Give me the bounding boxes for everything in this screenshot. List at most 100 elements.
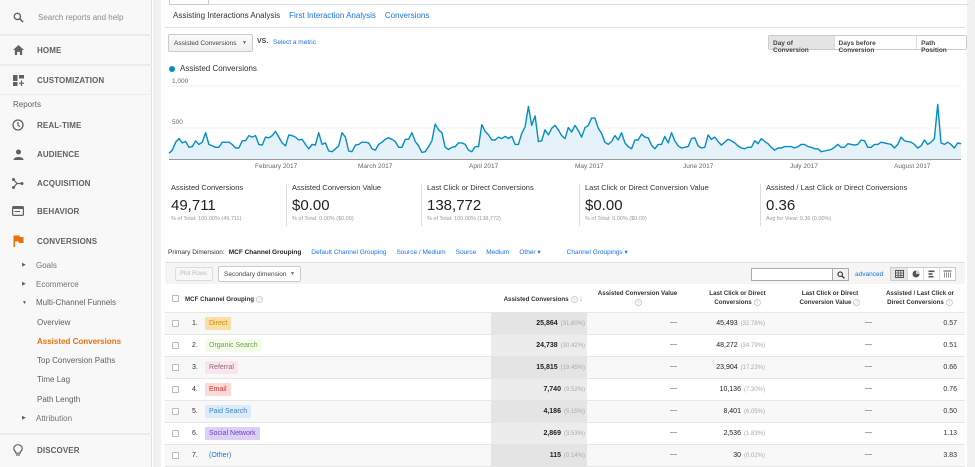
collapse-triangle-icon[interactable]: ▼ bbox=[22, 300, 27, 306]
channel-link[interactable]: Paid Search bbox=[205, 405, 252, 418]
sidebar-item-top-conversion-paths[interactable]: Top Conversion Paths bbox=[37, 356, 116, 365]
channel-link[interactable]: Direct bbox=[205, 317, 232, 330]
channel-link[interactable]: Email bbox=[205, 383, 231, 396]
table-row[interactable]: 5. Paid Search 4,186 (5.15%) — 8,401 (6.05… bbox=[165, 401, 965, 423]
header-assisted-conversions[interactable]: Assisted Conversions? ↓ bbox=[495, 295, 591, 304]
tab-conversions[interactable]: Conversions bbox=[384, 11, 430, 20]
metric-dropdown[interactable]: Assisted Conversions ▼ bbox=[168, 34, 253, 52]
bar-view-button[interactable] bbox=[923, 268, 939, 280]
main-content: Assisting Interactions Analysis First In… bbox=[153, 0, 975, 467]
table-header: MCF Channel Grouping? Assisted Conversio… bbox=[165, 285, 965, 313]
channel-link[interactable]: Referral bbox=[205, 361, 238, 374]
table-search-input[interactable] bbox=[751, 268, 833, 281]
sidebar-item-multi-channel-funnels[interactable]: Multi-Channel Funnels bbox=[36, 298, 117, 307]
sidebar-item-path-length[interactable]: Path Length bbox=[37, 395, 81, 404]
dimension-source[interactable]: Source bbox=[455, 248, 477, 256]
expand-triangle-icon[interactable]: ▶ bbox=[22, 415, 26, 421]
sidebar-item-home[interactable]: HOME bbox=[0, 43, 152, 57]
sidebar-item-overview[interactable]: Overview bbox=[37, 318, 71, 327]
secondary-dimension-dropdown[interactable]: Secondary dimension ▼ bbox=[218, 266, 301, 282]
sidebar-item-attribution[interactable]: Attribution bbox=[36, 414, 73, 423]
lightbulb-icon bbox=[11, 443, 25, 457]
row-checkbox[interactable] bbox=[172, 342, 179, 349]
help-icon[interactable]: ? bbox=[753, 298, 761, 306]
scorecard-ratio[interactable]: Assisted / Last Click or Direct Conversi… bbox=[760, 180, 907, 228]
scorecard-assisted-conversions[interactable]: Assisted Conversions 49,711 % of Total: … bbox=[171, 180, 243, 228]
search-reports-input[interactable]: Search reports and help bbox=[38, 12, 124, 22]
help-icon[interactable]: ? bbox=[853, 298, 861, 306]
row-checkbox[interactable] bbox=[172, 386, 179, 393]
divider bbox=[579, 184, 580, 226]
sidebar-item-audience[interactable]: AUDIENCE bbox=[0, 147, 152, 161]
view-type-toggle: Day of Conversion Days before Conversion… bbox=[768, 35, 967, 54]
sidebar-item-ecommerce[interactable]: Ecommerce bbox=[36, 280, 79, 289]
table-row[interactable]: 2. Organic Search 24,738 (30.42%) — 48,27… bbox=[165, 335, 965, 357]
scorecard-last-click-conversions[interactable]: Last Click or Direct Conversions 138,772… bbox=[421, 180, 534, 228]
help-icon[interactable]: ? bbox=[256, 295, 264, 303]
scorecard-assisted-value[interactable]: Assisted Conversion Value $0.00 % of Tot… bbox=[286, 180, 381, 228]
dimension-default-channel-grouping[interactable]: Default Channel Grouping bbox=[311, 248, 387, 256]
pie-view-button[interactable] bbox=[907, 268, 923, 280]
last-click-conversions-cell: 30 (0.02%) bbox=[733, 452, 765, 459]
table-view-button[interactable] bbox=[891, 268, 907, 280]
scorecard-last-click-value[interactable]: Last Click or Direct Conversion Value $0… bbox=[579, 180, 709, 228]
scorecard-subtext: Avg for View: 0.36 (0.00%) bbox=[766, 216, 832, 222]
sidebar-item-discover[interactable]: DISCOVER bbox=[0, 443, 152, 457]
row-checkbox[interactable] bbox=[172, 364, 179, 371]
channel-link[interactable]: Organic Search bbox=[205, 339, 262, 352]
dimension-other-dropdown[interactable]: Other ▾ bbox=[519, 249, 541, 256]
header-mcf-channel-grouping[interactable]: MCF Channel Grouping? bbox=[185, 295, 264, 304]
sidebar-item-realtime[interactable]: REAL-TIME bbox=[0, 118, 152, 132]
row-checkbox[interactable] bbox=[172, 452, 179, 459]
help-icon[interactable]: ? bbox=[570, 295, 578, 303]
sidebar-item-acquisition[interactable]: ACQUISITION bbox=[0, 176, 152, 190]
plot-rows-button[interactable]: Plot Rows bbox=[175, 267, 213, 281]
expand-triangle-icon[interactable]: ▶ bbox=[22, 262, 26, 268]
scorecard-subtext: % of Total: 100.00% (138,772) bbox=[427, 216, 501, 222]
sidebar-item-assisted-conversions[interactable]: Assisted Conversions bbox=[37, 337, 122, 346]
table-row[interactable]: 6. Social Network 2,869 (3.53%) — 2,536 (1… bbox=[165, 423, 965, 445]
row-checkbox[interactable] bbox=[172, 430, 179, 437]
advanced-filter-link[interactable]: advanced bbox=[855, 271, 884, 278]
table-search-button[interactable] bbox=[833, 268, 849, 281]
sidebar-item-customization[interactable]: CUSTOMIZATION bbox=[0, 73, 152, 87]
scorecard-subtext: % of Total: 0.00% ($0.00) bbox=[292, 216, 354, 222]
sidebar-item-behavior[interactable]: BEHAVIOR bbox=[0, 204, 152, 218]
comparison-view-button[interactable] bbox=[939, 268, 955, 280]
sidebar-item-goals[interactable]: Goals bbox=[36, 261, 57, 270]
row-checkbox[interactable] bbox=[172, 320, 179, 327]
channel-link[interactable]: Social Network bbox=[205, 427, 260, 440]
legend-label: Assisted Conversions bbox=[180, 64, 257, 73]
select-all-checkbox[interactable] bbox=[172, 295, 179, 302]
ratio-cell: 1.13 bbox=[943, 430, 957, 437]
channel-groupings-dropdown[interactable]: Channel Groupings ▾ bbox=[566, 249, 628, 256]
expand-triangle-icon[interactable]: ▶ bbox=[22, 281, 26, 287]
line-chart[interactable]: 1,000 500 February 2017 March 2017 April… bbox=[161, 74, 967, 174]
sidebar-item-time-lag[interactable]: Time Lag bbox=[37, 375, 71, 384]
search-reports[interactable]: Search reports and help bbox=[0, 10, 152, 24]
channel-link[interactable]: (Other) bbox=[209, 452, 232, 459]
help-icon[interactable]: ? bbox=[635, 298, 642, 306]
tab-first-interaction[interactable]: First Interaction Analysis bbox=[289, 11, 376, 20]
header-ratio[interactable]: Assisted / Last Click or Direct Conversio… bbox=[877, 289, 963, 307]
table-row[interactable]: 1. Direct 25,864 (31.80%) — 45,493 (32.78%… bbox=[165, 313, 965, 335]
day-of-conversion-button[interactable]: Day of Conversion bbox=[769, 36, 834, 54]
sidebar-item-conversions[interactable]: CONVERSIONS bbox=[0, 234, 152, 248]
explorer-tab[interactable] bbox=[169, 0, 209, 5]
table-row[interactable]: 7. (Other) 115 (0.14%) — 30 (0.02%) — 3.83 bbox=[165, 445, 965, 467]
path-position-button[interactable]: Path Position bbox=[916, 36, 966, 54]
dimension-medium[interactable]: Medium bbox=[486, 248, 510, 256]
table-row[interactable]: 4. Email 7,740 (9.52%) — 10,136 (7.30%) — … bbox=[165, 379, 965, 401]
row-index: 4. bbox=[192, 386, 198, 393]
days-before-conversion-button[interactable]: Days before Conversion bbox=[833, 36, 917, 54]
row-checkbox[interactable] bbox=[172, 408, 179, 415]
row-index: 1. bbox=[192, 320, 198, 327]
dimension-source-medium[interactable]: Source / Medium bbox=[396, 248, 446, 256]
header-last-click-conversions[interactable]: Last Click or Direct Conversions? bbox=[695, 289, 780, 307]
tab-assisting-interactions[interactable]: Assisting Interactions Analysis bbox=[173, 11, 281, 20]
select-metric-link[interactable]: Select a metric bbox=[273, 39, 316, 46]
table-row[interactable]: 3. Referral 15,815 (19.45%) — 23,904 (17.2… bbox=[165, 357, 965, 379]
header-last-click-value[interactable]: Last Click or Direct Conversion Value? bbox=[785, 289, 875, 307]
header-assisted-conversion-value[interactable]: Assisted Conversion Value? bbox=[590, 289, 685, 307]
help-icon[interactable]: ? bbox=[945, 298, 953, 306]
